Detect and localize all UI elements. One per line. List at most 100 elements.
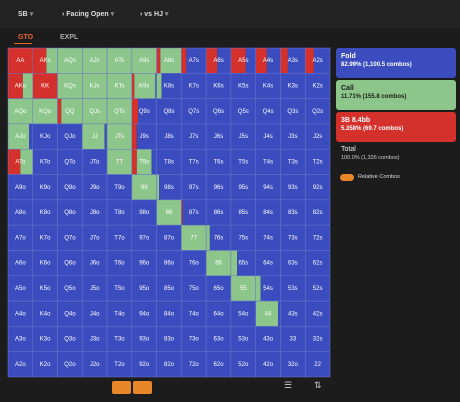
strategy-segment [57,351,83,377]
strategy-segment [8,73,23,99]
strategy-segment [57,225,83,251]
strategy-segment [131,351,157,377]
hand-label: J2o [90,362,100,368]
strategy-segment [206,98,231,124]
strategy-segment [57,275,83,302]
list-icon[interactable]: ☰ [284,380,293,390]
hand-label: 64o [214,311,225,317]
strategy-segment [280,149,306,175]
strategy-segment [107,174,132,200]
strategy-segment [131,225,157,251]
strategy-segment [230,98,256,124]
bottom-button[interactable] [133,381,152,394]
strategy-segment [181,225,207,251]
strategy-segment [32,275,58,302]
strategy-segment [230,326,256,352]
strategy-segment [32,250,58,276]
strategy-segment [230,250,238,276]
strategy-segment [156,123,182,150]
strategy-segment [206,199,231,226]
strategy-segment [305,48,314,74]
hand-label: 92o [139,362,150,368]
hand-label: KJs [90,84,100,90]
position-dropdown[interactable]: SB ▾ [18,11,34,18]
hand-label: Q9o [64,185,76,191]
strategy-segment [186,48,207,74]
hand-label: Q3o [64,337,76,343]
action-dropdown[interactable]: › Facing Open ▾ [62,11,115,18]
strategy-segment [280,275,306,302]
strategy-segment [82,123,105,150]
hand-label: T3o [114,337,125,343]
hand-label: 32o [288,362,299,368]
hand-label: A9s [139,58,149,64]
hand-label: 87o [164,235,175,241]
strategy-segment [8,326,33,352]
hand-label: A4o [15,311,26,317]
hand-label: T2o [114,362,125,368]
hand-label: K6s [213,84,223,90]
toggle[interactable] [340,174,354,181]
strategy-segment [32,174,58,200]
hand-label: A2o [15,362,26,368]
strategy-segment [29,123,33,150]
raise-box: 3B 8.4bb 5.358% (69.7 combos) [336,112,456,142]
hand-label: 66 [215,261,222,267]
strategy-segment [305,351,330,377]
strategy-segment [107,98,132,124]
hand-label: A3o [15,337,26,343]
hand-label: 33 [290,337,297,343]
total-detail: 100.0% (1,326 combos) [341,155,400,161]
strategy-segment [22,73,33,99]
hand-label: KK [41,84,49,90]
hand-label: Q2o [64,362,76,368]
strategy-segment [107,225,132,251]
hand-label: Q2s [312,109,323,115]
hand-label: QTs [114,109,125,115]
strategy-segment [230,351,256,377]
hand-label: 98o [139,210,150,216]
strategy-segment [131,149,137,175]
hand-label: Q5s [238,109,249,115]
hand-label: 83o [164,337,175,343]
sort-icon[interactable]: ⇅ [314,380,322,390]
hand-label: QTo [64,159,76,165]
hand-label: 97s [189,185,199,191]
strategy-segment [156,149,182,175]
bottom-button[interactable] [112,381,131,394]
fold-box: Fold 82.99% (1,100.5 combos) [336,48,456,78]
strategy-segment [156,326,182,352]
strategy-segment [107,351,132,377]
strategy-segment [82,275,108,302]
hand-label: K3s [288,84,298,90]
strategy-segment [138,98,157,124]
action: Facing Open [66,11,109,18]
strategy-segment [32,98,58,124]
tab[interactable]: GTO [18,34,34,41]
raise-label: 3B 8.4bb [341,117,371,124]
strategy-segment [280,351,306,377]
tab[interactable]: EXPL [60,34,79,41]
strategy-segment [305,225,330,251]
hand-label: 76s [214,235,224,241]
hand-label: A4s [263,58,273,64]
hand-label: J5s [239,134,248,140]
strategy-segment [107,149,132,175]
strategy-segment [217,48,231,74]
hand-label: J7o [90,235,100,241]
hand-label: 75s [238,235,248,241]
hand-label: 88 [166,210,173,216]
hand-label: K5s [238,84,248,90]
hand-label: 96o [139,261,150,267]
strategy-segment [305,326,330,352]
strategy-segment [255,225,281,251]
hand-label: J3o [90,337,100,343]
hand-label: 86s [214,210,224,216]
strategy-segment [155,73,157,99]
hand-label: J8o [90,210,100,216]
hand-label: QJo [64,134,76,140]
villain-dropdown[interactable]: › vs HJ ▾ [140,11,169,18]
hand-label: 52s [313,286,323,292]
strategy-segment [57,73,83,99]
strategy-segment [57,301,83,327]
